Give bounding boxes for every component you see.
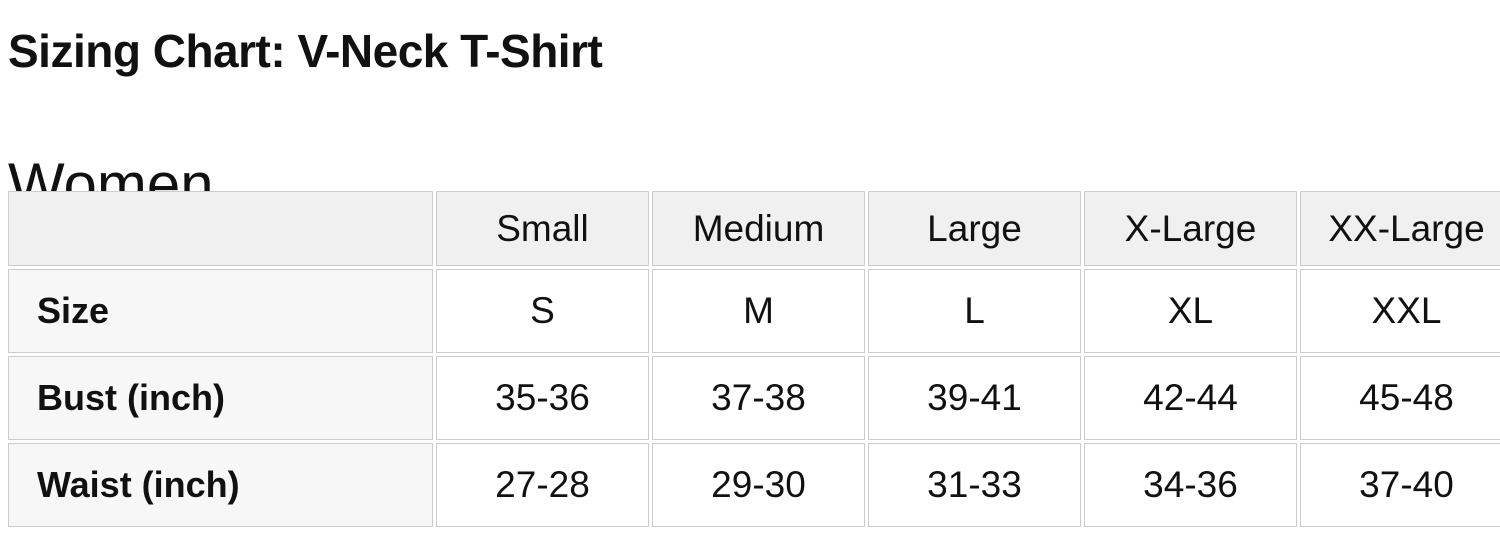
- column-header-large: Large: [868, 191, 1081, 266]
- sizing-table: Small Medium Large X-Large XX-Large Size…: [5, 188, 1500, 530]
- cell-bust-small: 35-36: [436, 356, 649, 440]
- cell-bust-xx-large: 45-48: [1300, 356, 1500, 440]
- cell-size-x-large: XL: [1084, 269, 1297, 353]
- column-header-xx-large: XX-Large: [1300, 191, 1500, 266]
- cell-size-xx-large: XXL: [1300, 269, 1500, 353]
- cell-waist-x-large: 34-36: [1084, 443, 1297, 527]
- column-header-small: Small: [436, 191, 649, 266]
- table-row-waist: Waist (inch) 27-28 29-30 31-33 34-36 37-…: [8, 443, 1500, 527]
- cell-bust-large: 39-41: [868, 356, 1081, 440]
- cell-size-small: S: [436, 269, 649, 353]
- table-row-bust: Bust (inch) 35-36 37-38 39-41 42-44 45-4…: [8, 356, 1500, 440]
- cell-waist-xx-large: 37-40: [1300, 443, 1500, 527]
- column-header-medium: Medium: [652, 191, 865, 266]
- cell-size-large: L: [868, 269, 1081, 353]
- table-corner-cell: [8, 191, 433, 266]
- cell-waist-medium: 29-30: [652, 443, 865, 527]
- table-row-size: Size S M L XL XXL: [8, 269, 1500, 353]
- cell-bust-x-large: 42-44: [1084, 356, 1297, 440]
- page-title: Sizing Chart: V-Neck T-Shirt: [8, 24, 603, 77]
- row-label-size: Size: [8, 269, 433, 353]
- column-header-x-large: X-Large: [1084, 191, 1297, 266]
- cell-bust-medium: 37-38: [652, 356, 865, 440]
- table-header-row: Small Medium Large X-Large XX-Large: [8, 191, 1500, 266]
- row-label-bust: Bust (inch): [8, 356, 433, 440]
- cell-waist-small: 27-28: [436, 443, 649, 527]
- cell-waist-large: 31-33: [868, 443, 1081, 527]
- row-label-waist: Waist (inch): [8, 443, 433, 527]
- cell-size-medium: M: [652, 269, 865, 353]
